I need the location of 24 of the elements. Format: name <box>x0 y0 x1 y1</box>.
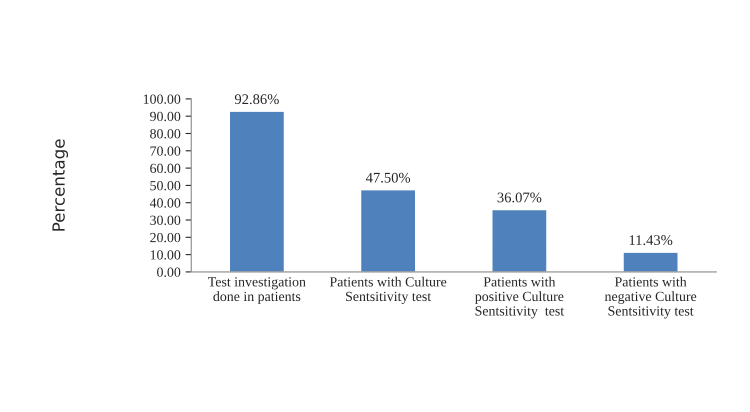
y-axis-title: Percentage <box>52 139 68 231</box>
y-tick-label: 90.00 <box>150 112 180 122</box>
y-tick-label: 80.00 <box>150 129 180 139</box>
bar <box>491 208 548 272</box>
x-tick-label: Test investigation done in patients <box>208 277 306 304</box>
bar <box>622 251 679 272</box>
bar <box>360 189 416 272</box>
y-tick-label: 10.00 <box>150 250 180 260</box>
y-tick-label: 60.00 <box>150 164 180 174</box>
x-tick-label: Patients with Culture Sentsitivity test <box>330 276 446 304</box>
y-tick-label: 70.00 <box>150 146 180 156</box>
y-tick-label: 50.00 <box>150 180 180 190</box>
data-label: 11.43% <box>630 235 672 246</box>
y-tick-label: 20.00 <box>150 232 180 242</box>
x-tick-label: Patients with negative Culture Sentsitivity test <box>604 276 696 318</box>
y-tick-label: 0.00 <box>157 268 180 277</box>
y-tick-label: 40.00 <box>150 198 180 208</box>
data-label: 92.86% <box>234 94 279 104</box>
bar <box>228 110 286 272</box>
data-label: 47.50% <box>366 172 410 183</box>
data-label: 36.07% <box>498 192 542 202</box>
y-tick-label: 100.00 <box>144 94 180 104</box>
y-tick-label: 30.00 <box>150 216 180 226</box>
x-tick-label: Patients with positive Culture Sentsitivity test <box>475 276 564 318</box>
